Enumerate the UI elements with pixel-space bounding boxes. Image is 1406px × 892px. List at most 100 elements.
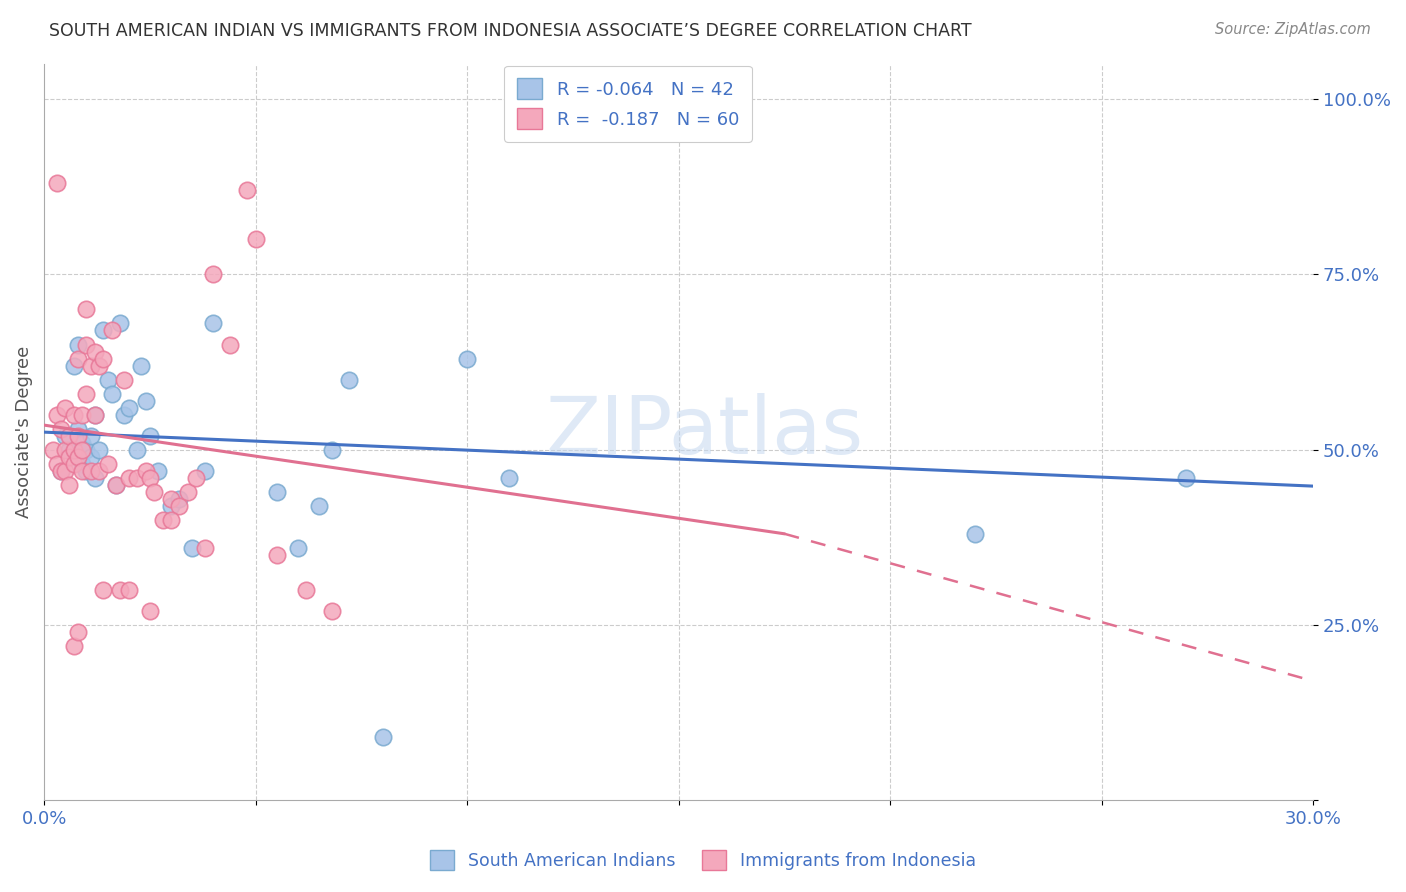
Point: [45, 457, 67, 471]
Point: [152, 513, 174, 527]
Point: [70, 442, 93, 457]
Point: [91, 351, 114, 366]
Point: [45, 408, 67, 422]
Point: [75, 386, 97, 401]
Point: [160, 491, 183, 506]
Point: [105, 477, 128, 491]
Legend: R = -0.064   N = 42, R =  -0.187   N = 60: R = -0.064 N = 42, R = -0.187 N = 60: [505, 66, 752, 142]
Point: [321, 604, 343, 618]
Point: [75, 442, 97, 457]
Point: [114, 408, 136, 422]
Point: [66, 422, 89, 436]
Point: [83, 408, 105, 422]
Point: [169, 491, 191, 506]
Point: [110, 317, 132, 331]
Point: [66, 428, 89, 442]
Point: [148, 464, 170, 478]
Y-axis label: Associate's Degree: Associate's Degree: [15, 346, 32, 518]
Point: [91, 323, 114, 337]
Point: [79, 428, 101, 442]
Point: [70, 457, 93, 471]
Point: [131, 359, 153, 373]
Point: [1175, 471, 1198, 485]
Point: [963, 526, 986, 541]
Point: [308, 499, 330, 513]
Point: [62, 639, 84, 653]
Point: [91, 582, 114, 597]
Point: [49, 422, 72, 436]
Point: [498, 471, 520, 485]
Point: [83, 408, 105, 422]
Point: [266, 548, 288, 562]
Text: Source: ZipAtlas.com: Source: ZipAtlas.com: [1215, 22, 1371, 37]
Point: [160, 513, 183, 527]
Point: [70, 435, 93, 450]
Point: [53, 401, 76, 415]
Point: [177, 484, 200, 499]
Point: [62, 408, 84, 422]
Point: [219, 337, 242, 351]
Point: [75, 302, 97, 317]
Point: [287, 541, 309, 555]
Point: [75, 464, 97, 478]
Point: [245, 232, 267, 246]
Point: [66, 450, 89, 464]
Point: [45, 176, 67, 190]
Point: [58, 428, 80, 442]
Point: [53, 442, 76, 457]
Point: [110, 582, 132, 597]
Point: [266, 484, 288, 499]
Point: [79, 464, 101, 478]
Point: [66, 351, 89, 366]
Point: [83, 471, 105, 485]
Point: [194, 541, 217, 555]
Point: [97, 457, 120, 471]
Point: [49, 464, 72, 478]
Point: [139, 604, 162, 618]
Point: [139, 471, 162, 485]
Point: [62, 442, 84, 457]
Point: [118, 401, 141, 415]
Point: [181, 541, 204, 555]
Point: [160, 499, 183, 513]
Point: [87, 464, 110, 478]
Point: [75, 337, 97, 351]
Point: [118, 471, 141, 485]
Point: [101, 386, 124, 401]
Point: [236, 183, 259, 197]
Point: [70, 464, 93, 478]
Point: [66, 337, 89, 351]
Point: [62, 457, 84, 471]
Point: [62, 359, 84, 373]
Point: [114, 373, 136, 387]
Point: [135, 464, 157, 478]
Point: [371, 730, 394, 744]
Point: [41, 442, 63, 457]
Point: [58, 450, 80, 464]
Point: [139, 428, 162, 442]
Point: [87, 359, 110, 373]
Point: [87, 442, 110, 457]
Point: [127, 442, 149, 457]
Point: [118, 582, 141, 597]
Point: [194, 464, 217, 478]
Point: [456, 351, 478, 366]
Point: [79, 450, 101, 464]
Point: [127, 471, 149, 485]
Legend: South American Indians, Immigrants from Indonesia: South American Indians, Immigrants from …: [422, 841, 984, 879]
Point: [97, 373, 120, 387]
Text: ZIPatlas: ZIPatlas: [546, 393, 863, 471]
Point: [53, 428, 76, 442]
Point: [66, 624, 89, 639]
Point: [135, 393, 157, 408]
Point: [49, 464, 72, 478]
Text: SOUTH AMERICAN INDIAN VS IMMIGRANTS FROM INDONESIA ASSOCIATE’S DEGREE CORRELATIO: SOUTH AMERICAN INDIAN VS IMMIGRANTS FROM…: [49, 22, 972, 40]
Point: [105, 477, 128, 491]
Point: [83, 344, 105, 359]
Point: [101, 323, 124, 337]
Point: [337, 373, 360, 387]
Point: [58, 477, 80, 491]
Point: [79, 359, 101, 373]
Point: [169, 499, 191, 513]
Point: [202, 268, 225, 282]
